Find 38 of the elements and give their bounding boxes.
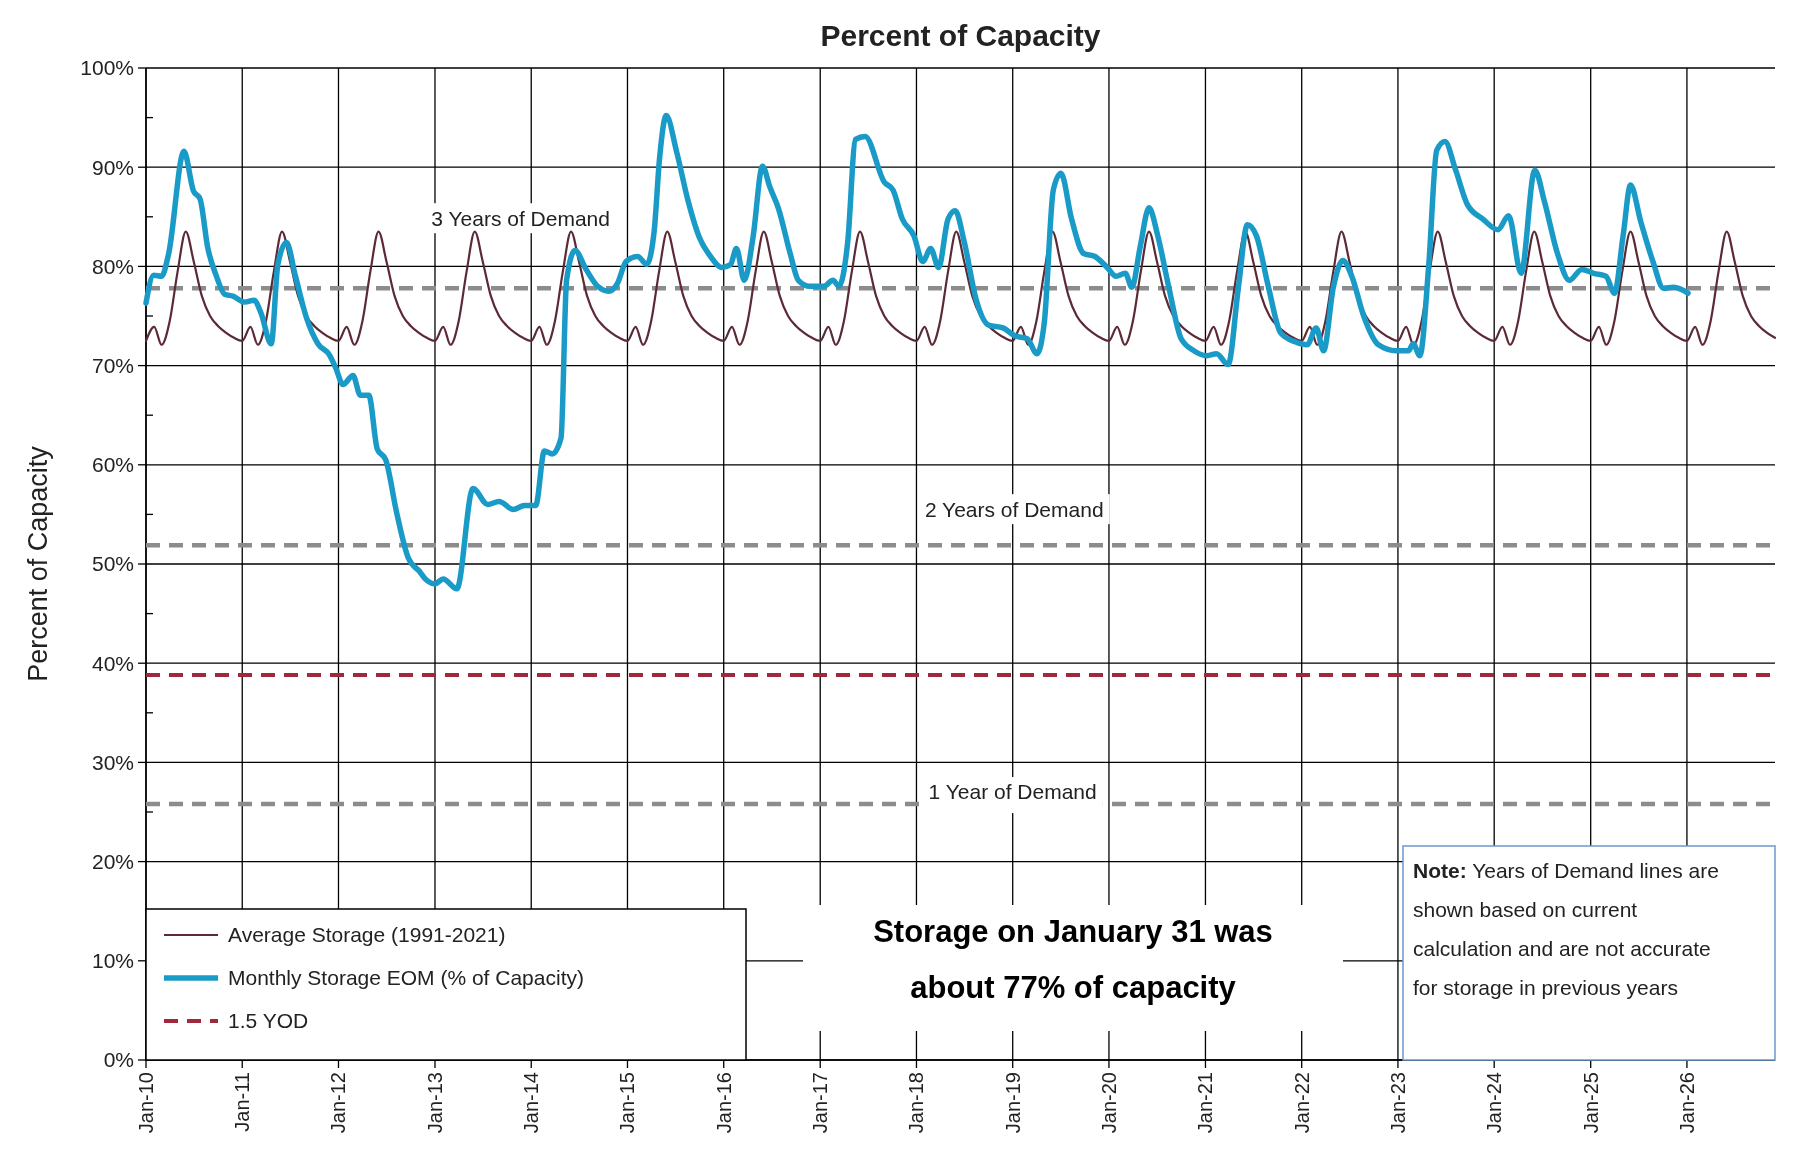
annotation: Note: Years of Demand lines are shown based on current calculation and are not accurate for storage in previous years bbox=[1413, 859, 1719, 999]
x-tick-label: Jan-18 bbox=[905, 1072, 928, 1134]
x-tick-label: Jan-21 bbox=[1194, 1072, 1217, 1134]
annotation: Storage on January 31 was about 77% of capacity bbox=[873, 914, 1273, 1005]
y-tick-label: 20% bbox=[91, 849, 134, 873]
x-tick-label: Jan-11 bbox=[231, 1072, 254, 1132]
x-tick-label: Jan-22 bbox=[1290, 1072, 1313, 1134]
legend-label: 1.5 YOD bbox=[228, 1009, 309, 1033]
y-tick-label: 100% bbox=[80, 56, 134, 80]
legend-label: Monthly Storage EOM (% of Capacity) bbox=[228, 966, 584, 990]
x-tick-label: Jan-14 bbox=[520, 1072, 543, 1134]
y-tick-label: 0% bbox=[103, 1048, 134, 1072]
x-tick-label: Jan-24 bbox=[1483, 1072, 1506, 1134]
x-tick-label: Jan-12 bbox=[327, 1072, 350, 1134]
y-tick-label: 30% bbox=[91, 750, 134, 774]
y-tick-label: 40% bbox=[91, 651, 134, 675]
x-tick-label: Jan-16 bbox=[712, 1072, 735, 1134]
y-axis-title: Percent of Capacity bbox=[23, 445, 54, 682]
x-tick-label: Jan-10 bbox=[135, 1072, 157, 1134]
ref-line-label: 2 Years of Demand bbox=[924, 497, 1104, 521]
ref-line-label: 1 Year of Demand bbox=[928, 780, 1097, 804]
ref-line-label: 3 Years of Demand bbox=[431, 206, 610, 230]
x-tick-label: Jan-26 bbox=[1675, 1072, 1698, 1134]
y-tick-label: 60% bbox=[91, 453, 134, 477]
x-tick-label: Jan-13 bbox=[423, 1072, 446, 1134]
x-tick-label: Jan-25 bbox=[1579, 1072, 1602, 1134]
x-tick-label: Jan-17 bbox=[809, 1072, 832, 1134]
y-tick-label: 80% bbox=[91, 254, 134, 278]
x-tick-label: Jan-20 bbox=[1097, 1072, 1120, 1134]
x-tick-label: Jan-15 bbox=[616, 1072, 639, 1134]
legend-label: Average Storage (1991-2021) bbox=[228, 923, 506, 947]
y-tick-label: 50% bbox=[91, 552, 134, 576]
y-tick-label: 10% bbox=[91, 949, 134, 973]
y-tick-label: 70% bbox=[91, 353, 134, 377]
chart-title: Percent of Capacity bbox=[820, 19, 1101, 52]
y-tick-label: 90% bbox=[91, 155, 134, 179]
x-tick-label: Jan-23 bbox=[1386, 1072, 1409, 1134]
x-tick-label: Jan-19 bbox=[1001, 1072, 1024, 1134]
